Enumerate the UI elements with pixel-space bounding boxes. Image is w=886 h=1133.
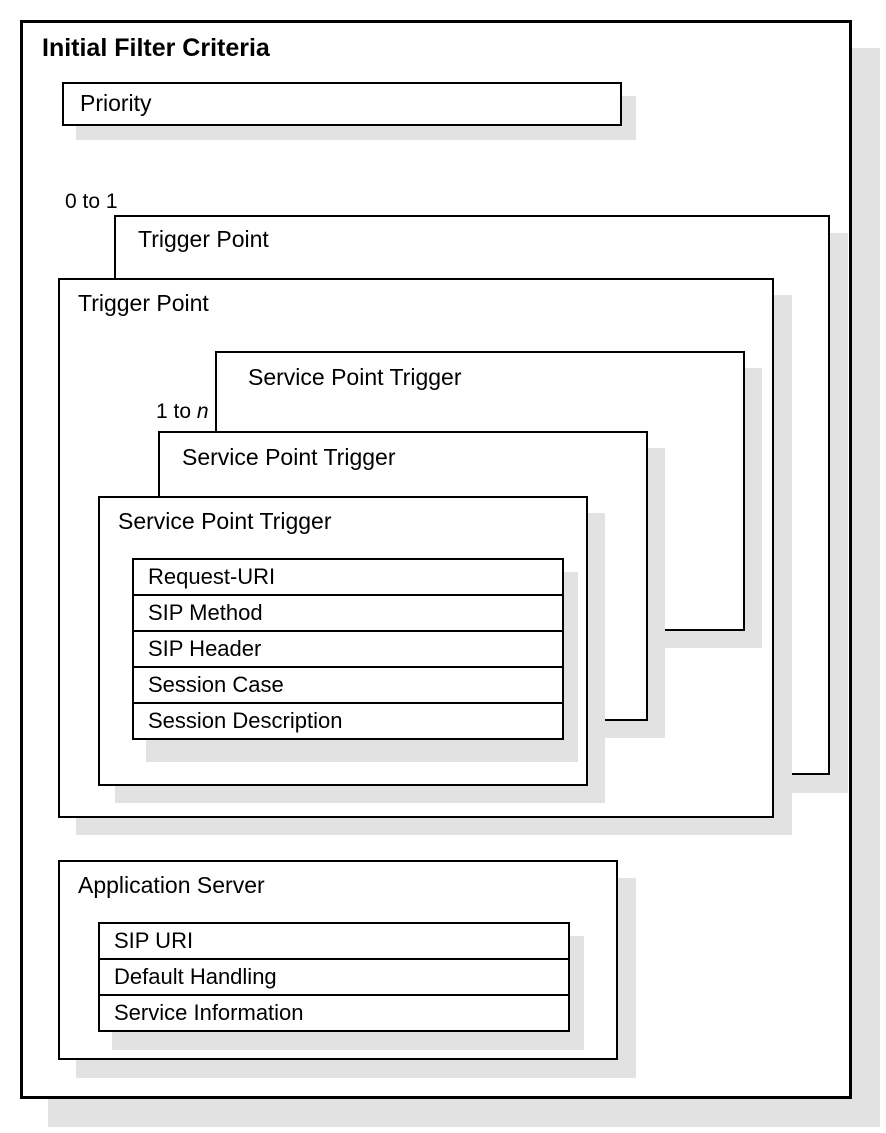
diagram-title: Initial Filter Criteria xyxy=(42,34,270,63)
spt-card-prefix: 1 to xyxy=(156,400,197,423)
spt-row-session-case: Session Case xyxy=(132,666,564,704)
app-row-service-info: Service Information xyxy=(98,994,570,1032)
spt-row-sip-method: SIP Method xyxy=(132,594,564,632)
spt-front-label: Service Point Trigger xyxy=(118,508,331,535)
spt-cardinality: 1 to n xyxy=(156,400,209,424)
app-row-sip-uri: SIP URI xyxy=(98,922,570,960)
trigger-back-label: Trigger Point xyxy=(138,226,269,253)
trigger-cardinality: 0 to 1 xyxy=(65,190,118,214)
app-row-default-handling: Default Handling xyxy=(98,958,570,996)
spt-row-session-desc: Session Description xyxy=(132,702,564,740)
priority-label: Priority xyxy=(80,90,152,117)
spt-back-label: Service Point Trigger xyxy=(248,364,461,391)
spt-mid-label: Service Point Trigger xyxy=(182,444,395,471)
spt-row-request-uri: Request-URI xyxy=(132,558,564,596)
spt-row-sip-header: SIP Header xyxy=(132,630,564,668)
spt-card-n: n xyxy=(197,400,209,423)
trigger-front-label: Trigger Point xyxy=(78,290,209,317)
ifc-diagram: Initial Filter Criteria Priority 0 to 1 … xyxy=(20,20,866,1113)
appserver-label: Application Server xyxy=(78,872,265,899)
